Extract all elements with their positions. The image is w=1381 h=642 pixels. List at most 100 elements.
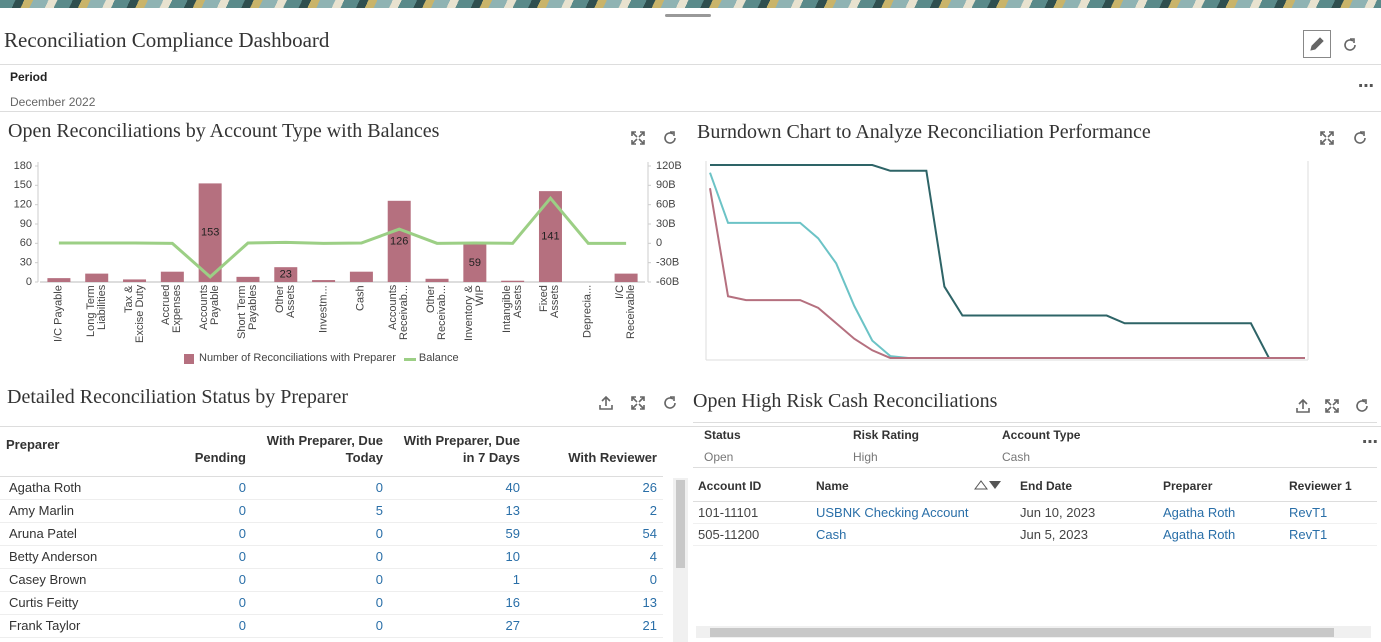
export-button[interactable] xyxy=(597,394,615,412)
maximize-button[interactable] xyxy=(629,394,647,412)
cell-number[interactable]: 22 xyxy=(389,637,526,642)
filter-value[interactable]: Cash xyxy=(1002,450,1031,464)
more-menu[interactable]: ⋯ xyxy=(1362,434,1378,451)
cell-name: Jason Chung xyxy=(0,637,170,642)
cell-number[interactable]: 0 xyxy=(252,545,389,569)
cell-number[interactable]: 0 xyxy=(170,568,252,592)
cell-number[interactable]: 0 xyxy=(526,568,663,592)
table-title: Detailed Reconciliation Status by Prepar… xyxy=(7,386,349,408)
cell-number[interactable]: 0 xyxy=(170,522,252,546)
refresh-button[interactable] xyxy=(1341,36,1359,54)
cell-number[interactable]: 26 xyxy=(526,476,663,500)
cell-number[interactable]: 0 xyxy=(170,637,252,642)
column-header: Account ID xyxy=(693,471,811,502)
chart-svg: 0 30 60 90 120 150 180 -60B -30B 0 30B 60B 90B 120B 15… xyxy=(14,160,682,288)
cell-number[interactable]: 59 xyxy=(389,522,526,546)
data-label: 23 xyxy=(280,268,292,280)
y2-tick-label: 120B xyxy=(656,160,682,172)
cell-number[interactable]: 21 xyxy=(526,614,663,638)
cell-number[interactable]: 0 xyxy=(170,476,252,500)
sort-icons[interactable] xyxy=(974,479,1002,493)
filter-bar: Status Open Risk Rating High Account Type Cas… xyxy=(693,422,1377,468)
cell-number[interactable]: 0 xyxy=(252,476,389,500)
y-tick-label: 60 xyxy=(20,237,32,249)
y2-tick-label: 30B xyxy=(656,218,676,230)
row: Agatha Roth 0 0 40 26 xyxy=(0,476,663,500)
cell-number[interactable]: 16 xyxy=(389,591,526,615)
column-header: Reviewer 1 xyxy=(1284,471,1377,502)
filter-value[interactable]: High xyxy=(853,450,878,464)
refresh-button[interactable] xyxy=(1353,397,1371,415)
refresh-button[interactable] xyxy=(661,394,679,412)
bar xyxy=(501,280,525,282)
cell-number[interactable]: 0 xyxy=(252,591,389,615)
column-header: Preparer xyxy=(0,428,170,477)
cell-link[interactable]: USBNK Checking Account xyxy=(811,501,1015,524)
cell-number[interactable]: 10 xyxy=(389,545,526,569)
refresh-button[interactable] xyxy=(1351,129,1369,147)
cell-link[interactable]: Agatha Roth xyxy=(1158,501,1284,524)
filter-value[interactable]: Open xyxy=(704,450,734,464)
cell-number[interactable]: 40 xyxy=(389,476,526,500)
cell-number[interactable]: 0 xyxy=(170,499,252,523)
data-label: 126 xyxy=(390,235,408,247)
cell: Jun 10, 2023 xyxy=(1015,501,1158,524)
bar xyxy=(463,243,487,282)
cell-link[interactable]: RevT1 xyxy=(1284,501,1377,524)
cell-link[interactable]: Agatha Roth xyxy=(1158,523,1284,546)
x-tick-label: I/C Payable xyxy=(52,285,65,342)
line xyxy=(709,172,1305,359)
scrollbar-thumb[interactable] xyxy=(676,480,685,568)
cell-number[interactable]: 0 xyxy=(252,568,389,592)
cell-number[interactable]: 0 xyxy=(252,522,389,546)
more-menu[interactable]: ⋯ xyxy=(1358,78,1375,95)
filter-label: Period xyxy=(10,70,48,84)
edit-button[interactable] xyxy=(1303,30,1331,58)
refresh-button[interactable] xyxy=(661,129,679,147)
scrollbar-track[interactable] xyxy=(673,478,688,642)
cell-name: Amy Marlin xyxy=(0,499,170,523)
cell-number[interactable]: 17 xyxy=(526,637,663,642)
line-chart xyxy=(705,161,1309,361)
cell-number[interactable]: 54 xyxy=(526,522,663,546)
column-header-text: Account ID xyxy=(698,479,762,493)
maximize-button[interactable] xyxy=(1323,397,1341,415)
y-tick-label: 120 xyxy=(14,199,32,211)
column-header: With Reviewer xyxy=(526,428,663,477)
cell-number[interactable]: 0 xyxy=(170,614,252,638)
scrollbar-track[interactable] xyxy=(696,626,1371,638)
x-tick-label: Deprecia... xyxy=(581,285,594,339)
row: Frank Taylor 0 0 27 21 xyxy=(0,614,663,638)
cell-number[interactable]: 13 xyxy=(526,591,663,615)
drag-handle[interactable] xyxy=(665,14,711,17)
bar xyxy=(538,191,562,282)
cell-name: Curtis Feitty xyxy=(0,591,170,615)
cell-name: Frank Taylor xyxy=(0,614,170,638)
bar xyxy=(312,280,336,282)
y-tick-label: 180 xyxy=(14,160,32,172)
bar xyxy=(47,278,71,282)
y2-tick-label: 60B xyxy=(656,199,676,211)
cell-number[interactable]: 0 xyxy=(170,591,252,615)
cell-link[interactable]: RevT1 xyxy=(1284,523,1377,546)
divider xyxy=(0,111,1381,112)
cell-name: Aruna Patel xyxy=(0,522,170,546)
cell-number[interactable]: 0 xyxy=(252,614,389,638)
row: Amy Marlin 0 5 13 2 xyxy=(0,499,663,523)
cell-number[interactable]: 2 xyxy=(526,499,663,523)
chart-title: Burndown Chart to Analyze Reconciliation… xyxy=(697,121,1151,143)
cell-link[interactable]: Cash xyxy=(811,523,1015,546)
export-button[interactable] xyxy=(1294,397,1312,415)
cell-number[interactable]: 13 xyxy=(389,499,526,523)
cell-number[interactable]: 27 xyxy=(389,614,526,638)
cell-number[interactable]: 4 xyxy=(526,545,663,569)
filter-value[interactable]: December 2022 xyxy=(10,95,96,109)
maximize-button[interactable] xyxy=(1318,129,1336,147)
cell-number[interactable]: 0 xyxy=(252,637,389,642)
scrollbar-thumb[interactable] xyxy=(710,628,1334,637)
maximize-button[interactable] xyxy=(629,129,647,147)
header-row: Account ID Name End Date Preparer Reviewer 1 xyxy=(693,471,1377,502)
cell-number[interactable]: 1 xyxy=(389,568,526,592)
cell-number[interactable]: 5 xyxy=(252,499,389,523)
cell-number[interactable]: 0 xyxy=(170,545,252,569)
